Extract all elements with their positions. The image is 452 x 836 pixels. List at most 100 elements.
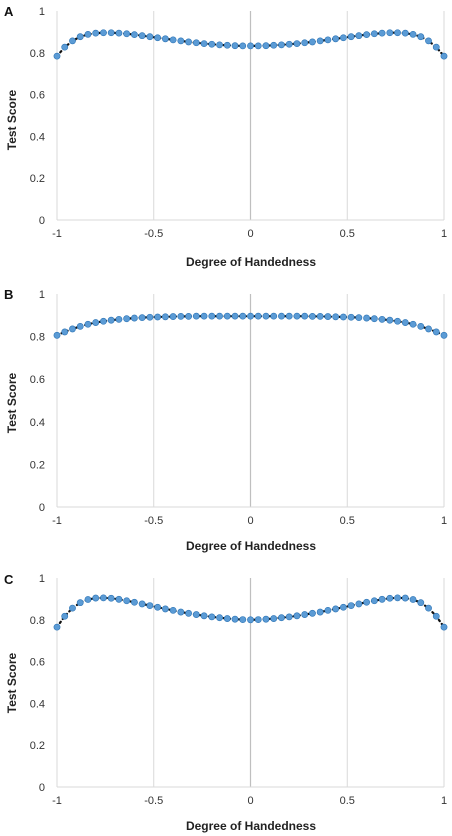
data-point: [192, 39, 200, 47]
data-point: [192, 611, 200, 618]
data-point: [417, 599, 425, 607]
data-point: [401, 29, 409, 37]
data-point: [130, 31, 138, 39]
data-point: [53, 331, 61, 339]
x-tick-label: -0.5: [144, 795, 163, 807]
x-tick-label: 0.5: [340, 515, 355, 527]
data-point: [154, 603, 162, 611]
data-point: [339, 603, 347, 611]
data-point: [123, 315, 131, 323]
data-point: [115, 315, 123, 323]
x-tick-label: 0: [247, 515, 253, 527]
y-axis-label: Test Score: [5, 89, 19, 150]
data-point: [208, 40, 216, 48]
data-point: [347, 33, 355, 41]
y-tick-label: 0: [39, 215, 45, 227]
x-tick-label: 0.5: [340, 228, 355, 240]
data-point: [76, 33, 84, 41]
data-point: [185, 312, 192, 320]
data-point: [270, 615, 278, 622]
chart-panel-a: A Test Score Degree of Handedness -1 -0.5…: [4, 4, 448, 269]
x-tick-label: -0.5: [144, 228, 163, 240]
data-point: [363, 31, 370, 39]
data-point: [146, 602, 154, 609]
y-tick-label: 0: [39, 502, 45, 514]
data-point: [216, 614, 223, 622]
data-point: [324, 313, 332, 320]
grid-lines: [56, 294, 445, 508]
data-point: [316, 312, 324, 320]
data-point: [425, 604, 432, 612]
data-point: [200, 612, 208, 620]
data-point: [154, 313, 162, 321]
data-point: [394, 29, 401, 37]
grid-lines: [56, 11, 445, 221]
data-point: [107, 316, 115, 324]
points-group: [53, 29, 448, 60]
data-point: [185, 38, 192, 46]
data-point: [316, 608, 324, 616]
y-tick-label: 0.2: [30, 740, 45, 752]
y-tick-label: 0.4: [30, 131, 45, 143]
y-tick-label: 0.8: [30, 332, 45, 344]
data-point: [301, 39, 309, 47]
data-point: [285, 312, 293, 320]
data-point: [84, 596, 92, 603]
y-tick-label: 0.8: [30, 615, 45, 627]
y-tick-label: 0.6: [30, 90, 45, 102]
data-point: [61, 612, 69, 620]
grid-lines: [56, 578, 445, 788]
data-point: [432, 612, 440, 620]
data-point: [432, 43, 440, 51]
x-tick-label: 1: [441, 515, 447, 527]
data-point: [409, 596, 417, 603]
data-point: [177, 312, 185, 320]
data-point: [386, 316, 394, 324]
data-point: [309, 609, 316, 617]
ticks-group: -1 -0.5 0 0.5 1 0 0.2 0.4 0.6 0.8 1: [30, 573, 447, 807]
x-tick-label: 0.5: [340, 795, 355, 807]
data-point: [169, 313, 177, 320]
x-axis-label: Degree of Handedness: [186, 255, 316, 269]
data-point: [316, 37, 324, 45]
data-point: [370, 315, 378, 323]
data-point: [324, 606, 332, 614]
data-point: [161, 35, 169, 43]
data-point: [239, 616, 247, 623]
y-tick-label: 0.4: [30, 417, 45, 429]
data-point: [107, 594, 115, 602]
y-tick-label: 0: [39, 782, 45, 794]
data-point: [247, 42, 254, 50]
data-point: [231, 42, 239, 50]
data-point: [363, 314, 370, 322]
data-point: [223, 615, 231, 622]
data-point: [440, 331, 448, 339]
data-point: [409, 320, 417, 328]
data-point: [347, 602, 355, 609]
data-point: [247, 312, 254, 320]
data-point: [177, 608, 185, 616]
data-point: [115, 29, 123, 37]
data-point: [200, 40, 208, 48]
data-point: [309, 38, 316, 46]
data-point: [239, 42, 247, 50]
data-point: [231, 615, 239, 623]
data-point: [69, 604, 76, 612]
data-point: [270, 312, 278, 320]
data-point: [347, 313, 355, 321]
points-group: [53, 312, 448, 339]
data-point: [386, 594, 394, 602]
chart-panel-c: C Test Score Degree of Handedness -1 -0.5…: [4, 572, 448, 833]
data-point: [285, 613, 293, 621]
y-axis-label: Test Score: [5, 652, 19, 713]
data-point: [262, 312, 270, 320]
data-point: [378, 29, 386, 37]
data-point: [146, 33, 154, 41]
data-point: [440, 52, 448, 60]
data-point: [138, 314, 146, 322]
data-point: [223, 312, 231, 320]
data-point: [355, 314, 363, 322]
data-point: [161, 605, 169, 613]
data-point: [278, 41, 285, 49]
